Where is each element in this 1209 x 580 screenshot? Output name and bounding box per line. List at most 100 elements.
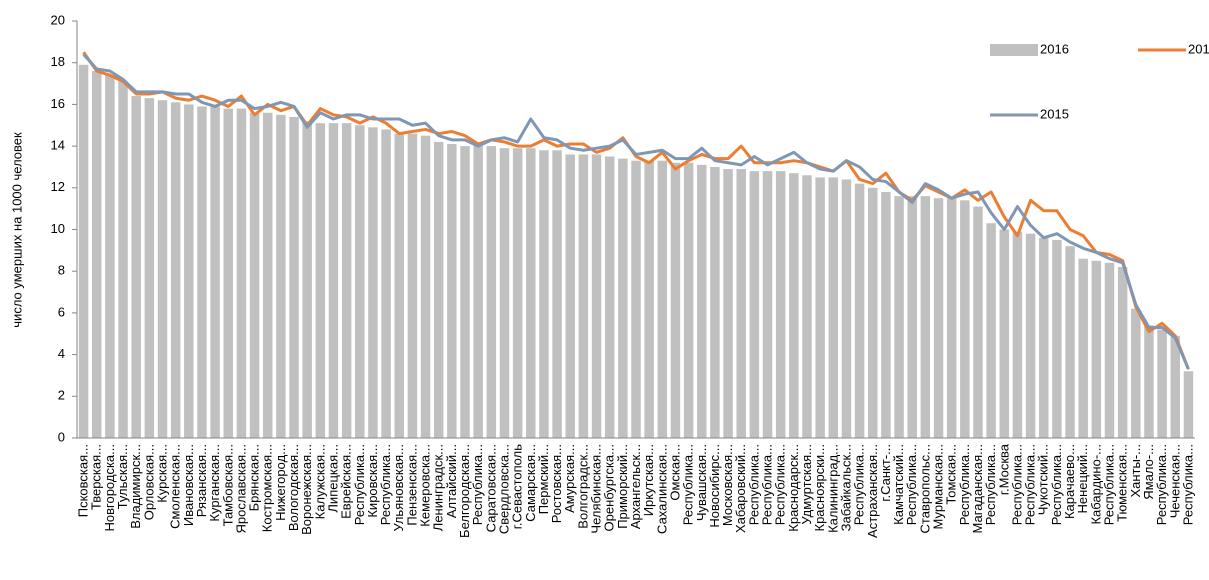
bar [210,106,220,439]
bar [986,223,996,438]
bar [920,196,931,438]
x-tick-label: Карачаево... [1062,444,1077,519]
bar [697,164,707,439]
x-tick-label: Чувашская... [694,444,709,521]
bar [854,183,865,438]
x-tick-label: Тверская... [89,444,104,510]
x-tick-label: Кировская... [365,444,380,518]
x-tick-label: Ростовская... [549,444,564,523]
x-tick-label: Республика... [1154,444,1169,525]
line [82,51,1190,370]
x-tick-label: Ленинградск... [431,444,446,531]
bar [328,123,339,438]
bar [1052,239,1062,438]
bar [946,198,957,438]
bar [355,125,365,438]
x-tick-label: Республика... [378,444,393,525]
x-tick-label: Калужская... [312,444,327,519]
x-tick-label: Камчатский... [891,444,906,525]
x-tick-label: Республика... [470,444,485,525]
x-tick-label: Республика... [773,444,788,525]
bar [1025,233,1036,438]
x-tick-label: г.Санкт-... [878,444,893,502]
bar [1170,335,1181,438]
x-tick-label: Саратовская... [483,444,498,532]
x-tick-label: Новосибирс... [707,444,722,528]
y-axis-label: число умерших на 1000 человек [9,132,24,328]
x-tick-label: Пермский... [536,444,551,514]
x-tick-label: Вологодская... [286,444,301,531]
bar [933,198,944,438]
bar [1117,267,1128,438]
x-tick-label: Курская... [154,444,169,503]
y-tick-label: 10 [51,221,65,236]
legend-label: 2016 [1040,41,1069,56]
y-tick-label: 8 [58,263,65,278]
bar [618,158,628,439]
x-tick-label: Архангельск... [628,444,643,529]
bar [249,112,260,439]
x-tick-label: Омская... [667,444,682,501]
bar [1144,325,1154,438]
x-tick-label: г.Севастополь [510,444,525,529]
x-tick-label: Республика... [352,444,367,525]
bar [276,114,286,438]
bar [841,179,852,438]
bar [78,64,89,438]
x-tick-label: Брянская... [247,444,262,511]
bar [341,123,352,438]
bar [302,121,312,438]
bar [565,154,575,438]
x-tick-label: Удмуртская... [799,444,814,525]
x-tick-label: Псковская... [76,444,91,517]
x-tick-label: Тюменская... [1115,444,1130,522]
x-tick-label: Республика... [681,444,696,525]
bar [236,108,247,438]
bar [420,135,431,439]
x-tick-label: Мурманская... [931,444,946,529]
x-tick-label: Краснодарск... [786,444,801,532]
x-tick-label: Ненецкий... [1075,444,1090,514]
x-tick-label: Смоленская... [168,444,183,529]
bar [644,160,654,438]
x-tick-label: Ставропольс... [917,444,932,533]
x-tick-label: Челябинская... [589,444,604,534]
bar [749,171,760,438]
bar [762,171,773,438]
bar [1065,246,1075,438]
x-tick-label: Республика... [1180,444,1195,525]
x-tick-label: Республика... [1023,444,1038,525]
y-tick-label: 4 [58,346,65,361]
y-tick-label: 20 [51,12,65,27]
bar [131,96,141,438]
x-tick-label: Республика... [1049,444,1064,525]
x-tick-label: Тамбовская... [220,444,235,526]
bar [723,169,733,438]
bar [407,133,418,438]
x-tick-label: Иркутская... [641,444,656,516]
y-tick-label: 12 [51,179,65,194]
x-tick-label: Волгоградск... [575,444,590,529]
bar [223,108,233,438]
bar [578,154,589,438]
bar [105,75,115,439]
x-tick-label: Воронежская... [299,444,314,535]
bar [1104,262,1115,438]
x-tick-label: Костромская... [260,444,275,532]
bar [447,144,457,438]
bar [973,206,983,438]
bar [91,71,102,438]
bar [289,116,299,438]
bar [670,162,681,438]
x-tick-label: Ивановская... [181,444,196,526]
x-tick-label: Хабаровский... [733,444,748,533]
bar [631,160,641,438]
y-tick-label: 6 [58,304,65,319]
bar [1091,260,1102,438]
x-tick-label: Кемеровска... [418,444,433,527]
bar [657,160,668,438]
bar [1078,258,1088,438]
bar [539,150,549,438]
bar [789,173,799,438]
